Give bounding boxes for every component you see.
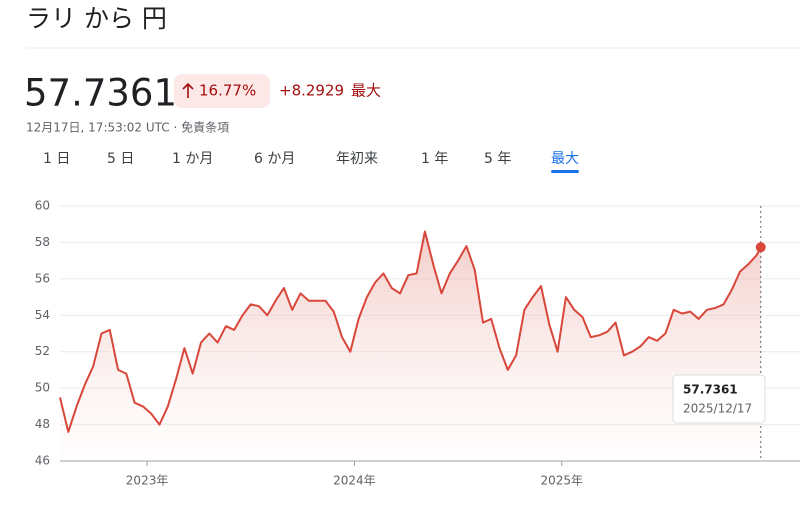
y-tick-label: 52 — [35, 344, 50, 358]
y-tick-label: 46 — [35, 454, 50, 468]
y-tick-label: 60 — [35, 199, 50, 213]
tab[interactable]: 5 日 — [107, 151, 134, 167]
y-tick-label: 50 — [35, 381, 50, 395]
y-tick-label: 56 — [35, 271, 50, 285]
x-tick-label: 2025年 — [540, 474, 583, 488]
y-tick-label: 58 — [35, 235, 50, 249]
tooltip-date: 2025/12/17 — [683, 402, 752, 416]
change-badge — [174, 74, 270, 108]
tab[interactable]: 最大 — [551, 151, 579, 167]
tab[interactable]: 1 年 — [421, 151, 448, 167]
period: 最大 — [351, 82, 381, 100]
title: ラリ から 円 — [26, 4, 167, 33]
tab[interactable]: 6 か月 — [254, 151, 295, 167]
x-tick-label: 2023年 — [126, 474, 169, 488]
price-line — [59, 230, 762, 433]
up-arrow — [182, 82, 194, 98]
y-tick-label: 48 — [35, 417, 50, 431]
tooltip — [672, 374, 766, 424]
y-tick-label: 54 — [35, 308, 50, 322]
tab[interactable]: 1 か月 — [172, 151, 213, 167]
x-tick-label: 2024年 — [333, 474, 376, 488]
area-fill — [60, 231, 761, 461]
tab-underline — [551, 170, 579, 173]
change: +8.2929 — [279, 82, 344, 100]
last-point — [755, 242, 766, 253]
tab[interactable]: 5 年 — [484, 151, 511, 167]
timestamp: 12月17日, 17:53:02 UTC · 免責条項 — [26, 120, 229, 135]
tab[interactable]: 1 日 — [43, 151, 70, 167]
change-percent: 16.77% — [199, 82, 256, 100]
tab[interactable]: 年初来 — [336, 150, 378, 167]
tooltip-value: 57.7361 — [683, 383, 738, 397]
price: 57.7361 — [24, 72, 177, 115]
